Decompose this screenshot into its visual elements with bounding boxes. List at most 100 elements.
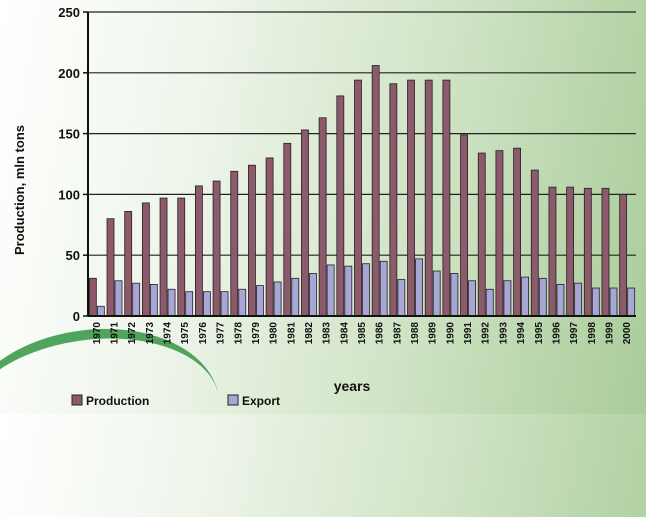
bar-production [477,152,486,317]
bars [88,65,636,317]
x-tick-label: 1979 [251,322,262,345]
bar-production [424,79,433,317]
bar-production [336,95,345,317]
bar-export [291,277,300,317]
x-tick-label: 1984 [339,322,350,345]
x-tick-label: 1996 [551,322,562,345]
bar-export [503,280,512,317]
bar-export [326,264,335,317]
bar-export [273,281,282,317]
legend-swatch-production [71,394,83,406]
bar-export [167,288,176,317]
x-tick-label: 1994 [516,322,527,345]
bar-production [124,211,133,317]
bar-production [583,187,592,317]
x-tick-label: 1983 [322,322,333,345]
bar-export [149,283,158,317]
bar-export [309,273,317,317]
bar-export [521,276,529,317]
legend-label-export: Export [242,394,280,408]
bar-production [442,79,451,317]
y-tick-label: 100 [58,187,80,202]
bar-chart: 0 50 100 150 200 250 1970 1971 1972 1973 1974 1975… [12,5,636,408]
legend: Production Export [71,394,280,408]
bar-export [344,265,353,317]
bar-export [468,280,476,317]
x-tick-label: 1975 [180,322,191,345]
bar-production [265,157,274,317]
bar-production [283,142,292,317]
y-axis-label: Production, mln tons [12,125,27,255]
x-tick-label: 1997 [569,322,580,345]
legend-label-production: Production [86,394,149,408]
bar-export [450,273,459,317]
x-tick-label: 1977 [216,322,227,345]
x-tick-label: 1974 [163,322,174,345]
bar-export [574,282,583,317]
bar-production [159,197,168,317]
bar-production [566,186,575,317]
bar-production [601,187,610,317]
bar-export [538,277,547,317]
bar-export [379,260,388,317]
bar-production [619,193,628,317]
bar-production [371,65,380,317]
bar-export [203,291,211,317]
x-tick-label: 1992 [481,322,492,345]
bar-export [556,283,565,317]
bar-production [230,170,239,317]
x-tick-label: 1980 [269,322,280,345]
x-tick-label: 1982 [304,322,315,345]
bar-export [220,291,229,317]
x-tick-label: 1985 [357,322,368,345]
bar-production [354,79,362,317]
y-axis-ticks: 0 50 100 150 200 250 [58,5,88,324]
x-tick-label: 1971 [110,322,121,345]
bar-production [212,180,221,317]
bar-export [132,282,141,317]
x-axis-ticks: 1970 1971 1972 1973 1974 1975 1976 1977 1978 1979… [92,322,633,345]
bar-production [407,79,415,317]
grid-lines [88,11,636,256]
y-tick-label: 0 [73,309,80,324]
y-tick-label: 150 [58,127,80,142]
x-tick-label: 1981 [286,322,297,345]
bar-production [318,117,327,317]
bar-export [362,263,370,317]
x-tick-label: 2000 [622,322,633,345]
x-tick-label: 1986 [375,322,386,345]
bar-export [415,258,423,317]
x-tick-label: 1991 [463,322,474,345]
bar-production [88,277,97,317]
bar-production [548,186,557,317]
bar-production [177,197,186,317]
y-tick-label: 50 [66,248,80,263]
bar-export [591,287,600,317]
bar-export [627,287,636,317]
bar-production [389,83,398,317]
x-axis-label: years [334,378,371,394]
y-tick-label: 250 [58,5,80,20]
bar-export [185,291,194,317]
bar-production [530,169,539,317]
bar-production [106,218,115,317]
bar-production [513,147,521,317]
y-tick-label: 200 [58,66,80,81]
bar-production [195,185,203,317]
x-tick-label: 1990 [445,322,456,345]
x-tick-label: 1988 [410,322,421,345]
x-tick-label: 1978 [233,322,244,345]
x-tick-label: 1972 [127,322,138,345]
x-tick-label: 1999 [604,322,615,345]
bar-export [609,287,618,317]
bar-export [114,280,123,317]
bar-production [460,134,468,317]
bar-export [256,285,264,317]
x-tick-label: 1998 [587,322,598,345]
x-tick-label: 1973 [145,322,156,345]
legend-swatch-export [227,394,239,406]
bar-production [495,150,504,317]
bar-production [248,164,256,317]
bar-production [301,129,309,317]
bar-export [432,270,441,317]
